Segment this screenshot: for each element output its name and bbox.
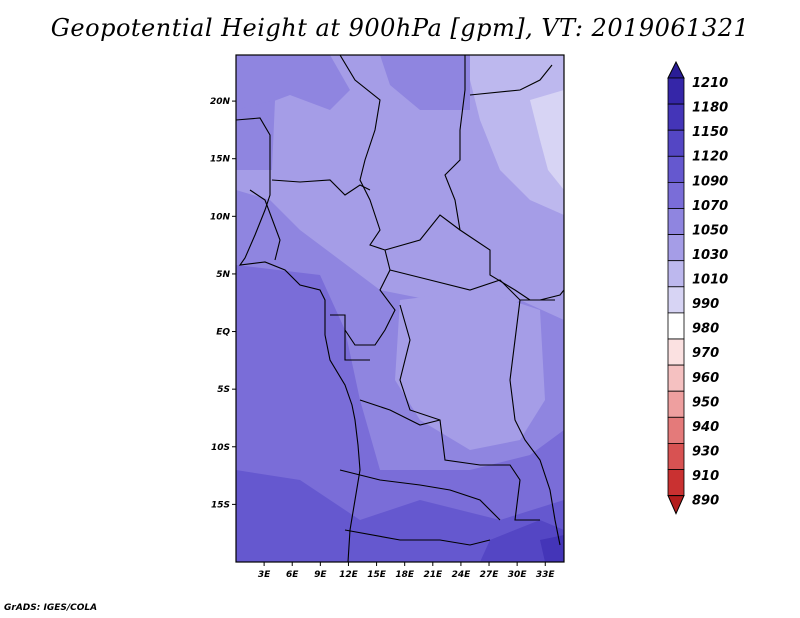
colorbar-level-label: 1010 <box>692 273 728 288</box>
colorbar-segment <box>667 312 685 340</box>
colorbar-level-label: 1030 <box>692 248 728 263</box>
lon-tick-label: 30E <box>508 570 528 580</box>
lat-tick-label: 15S <box>211 500 230 510</box>
colorbar-segment <box>667 155 685 183</box>
colorbar-bottom-arrow <box>667 495 685 515</box>
coastlines-borders <box>236 55 564 562</box>
lon-tick-label: 3E <box>258 570 271 580</box>
lat-tick-label: 15N <box>210 155 231 165</box>
colorbar-top-arrow <box>667 60 685 79</box>
lat-tick-label: EQ <box>216 328 230 338</box>
colorbar-level-label: 1090 <box>692 174 728 189</box>
colorbar-segment <box>667 364 685 392</box>
colorbar-segment <box>667 338 685 366</box>
colorbar-level-label: 960 <box>692 371 719 386</box>
lon-tick-label: 18E <box>395 570 415 580</box>
colorbar-segment <box>667 181 685 209</box>
lat-tick-label: 5S <box>217 385 230 395</box>
longitude-axis: 3E 6E 9E 12E 15E 18E 21E 24E 27E 30E 33E <box>258 562 556 580</box>
lat-tick-label: 5N <box>216 270 230 280</box>
colorbar-level-label: 1180 <box>692 101 728 116</box>
colorbar-level-label: 1070 <box>692 199 728 214</box>
colorbar-segment <box>667 208 685 236</box>
colorbar-segment <box>667 286 685 314</box>
colorbar-segment <box>667 260 685 288</box>
lon-tick-label: 12E <box>339 570 359 580</box>
footer-credit: GrADS: IGES/COLA <box>4 603 98 613</box>
latitude-axis: 20N 15N 10N 5N EQ 5S 10S 15S <box>210 97 236 510</box>
colorbar-level-label: 1120 <box>692 150 728 165</box>
colorbar-segment <box>667 416 685 444</box>
colorbar-legend: 1210 1180 1150 1120 1090 1070 1050 1030 1010 990 9… <box>667 60 728 515</box>
colorbar-level-label: 1150 <box>692 125 728 140</box>
lat-tick-label: 20N <box>210 97 231 107</box>
lat-tick-label: 10N <box>210 212 231 222</box>
map-frame <box>235 54 565 563</box>
colorbar-segment <box>667 442 685 470</box>
colorbar-segment <box>667 103 685 131</box>
colorbar-level-label: 940 <box>692 420 719 435</box>
height-field <box>236 55 564 562</box>
lon-tick-label: 6E <box>286 570 299 580</box>
colorbar-level-label: 990 <box>692 297 719 312</box>
lon-tick-label: 33E <box>536 570 556 580</box>
colorbar-level-label: 970 <box>692 346 719 361</box>
lon-tick-label: 27E <box>480 570 500 580</box>
colorbar-segment <box>667 469 685 497</box>
colorbar-segment <box>667 390 685 418</box>
colorbar-level-label: 980 <box>692 322 719 337</box>
colorbar-level-label: 910 <box>692 469 719 484</box>
lon-tick-label: 15E <box>367 570 387 580</box>
colorbar-level-label: 890 <box>692 494 719 509</box>
map-title: Geopotential Height at 900hPa [gpm], VT:… <box>50 14 750 42</box>
lat-tick-label: 10S <box>211 443 230 453</box>
colorbar-segment <box>667 77 685 105</box>
lon-tick-label: 9E <box>314 570 327 580</box>
colorbar-segment <box>667 234 685 262</box>
lon-tick-label: 21E <box>423 570 443 580</box>
lon-tick-label: 24E <box>452 570 472 580</box>
colorbar-level-label: 930 <box>692 444 719 459</box>
colorbar-level-label: 950 <box>692 395 719 410</box>
colorbar-level-label: 1050 <box>692 223 728 238</box>
colorbar-level-label: 1210 <box>692 76 728 91</box>
colorbar-segment <box>667 129 685 157</box>
